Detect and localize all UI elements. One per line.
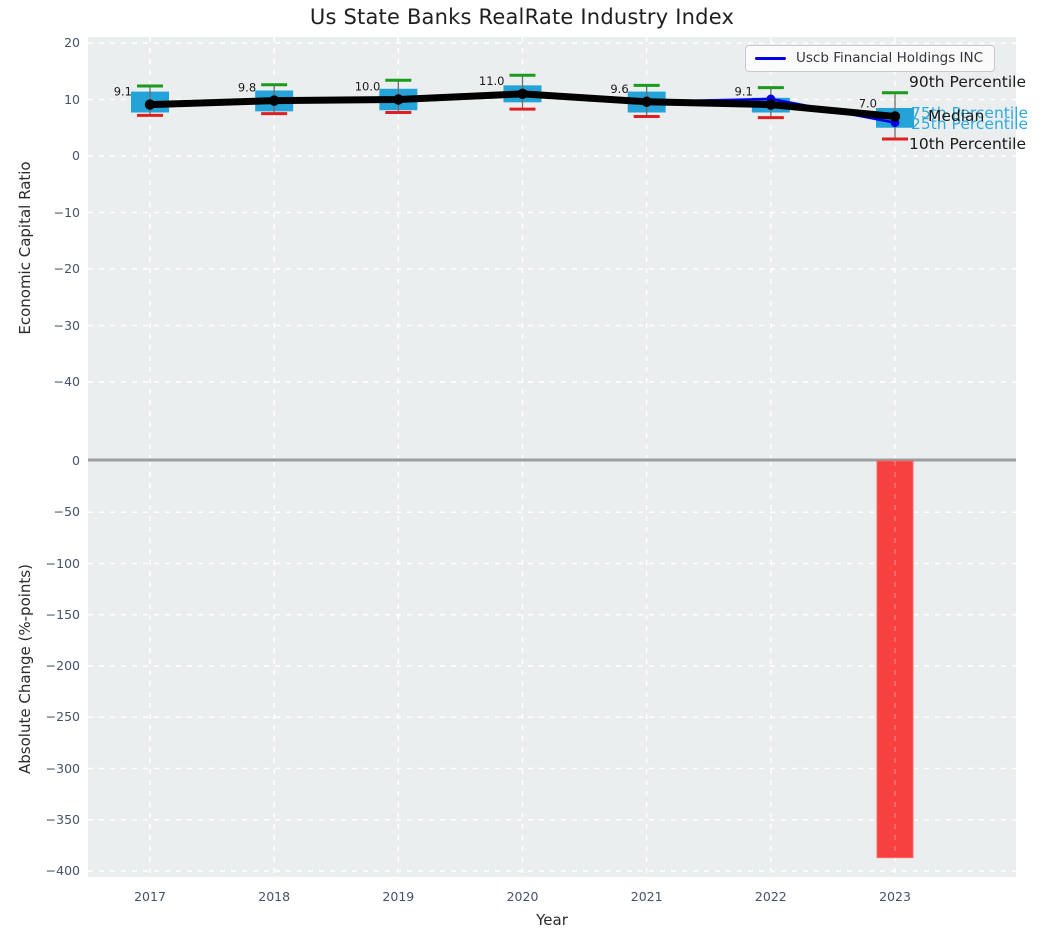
median-value-label-2017: 9.1 [114, 85, 132, 99]
median-value-label-2018: 9.8 [238, 81, 256, 95]
plot-area-top [88, 37, 1016, 459]
legend-series-label: Uscb Financial Holdings INC [796, 50, 984, 66]
y-axis-label-bottom: Absolute Change (%-points) [16, 564, 34, 774]
legend: Uscb Financial Holdings INC [745, 45, 996, 72]
annotation-median: Median [928, 107, 985, 125]
median-marker-2022 [765, 99, 777, 110]
median-marker-2019 [393, 94, 404, 105]
median-value-label-2020: 11.0 [479, 74, 505, 88]
median-value-label-2023: 7.0 [859, 96, 877, 110]
median-marker-2020 [517, 88, 528, 100]
legend-line-swatch [755, 56, 786, 60]
bar-2023 [876, 460, 914, 859]
x-axis-label: Year [536, 911, 568, 929]
median-marker-2021 [641, 96, 652, 107]
annotation-75th-percentile: 75th Percentile [911, 104, 1029, 122]
median-value-label-2019: 10.0 [355, 80, 381, 94]
y-axis-label-top: Economic Capital Ratio [16, 161, 34, 335]
median-marker-2017 [144, 99, 156, 110]
annotation-25th-percentile: 25th Percentile [911, 115, 1029, 133]
annotation-10th-percentile: 10th Percentile [909, 135, 1027, 153]
median-value-label-2022: 9.1 [735, 85, 753, 99]
median-marker-2018 [268, 95, 280, 106]
median-marker-2023 [889, 111, 901, 122]
annotation-90th-percentile: 90th Percentile [909, 73, 1027, 91]
median-value-label-2021: 9.6 [610, 82, 628, 96]
chart-title: Us State Banks RealRate Industry Index [309, 5, 735, 29]
plot-area-bottom [88, 461, 1016, 877]
